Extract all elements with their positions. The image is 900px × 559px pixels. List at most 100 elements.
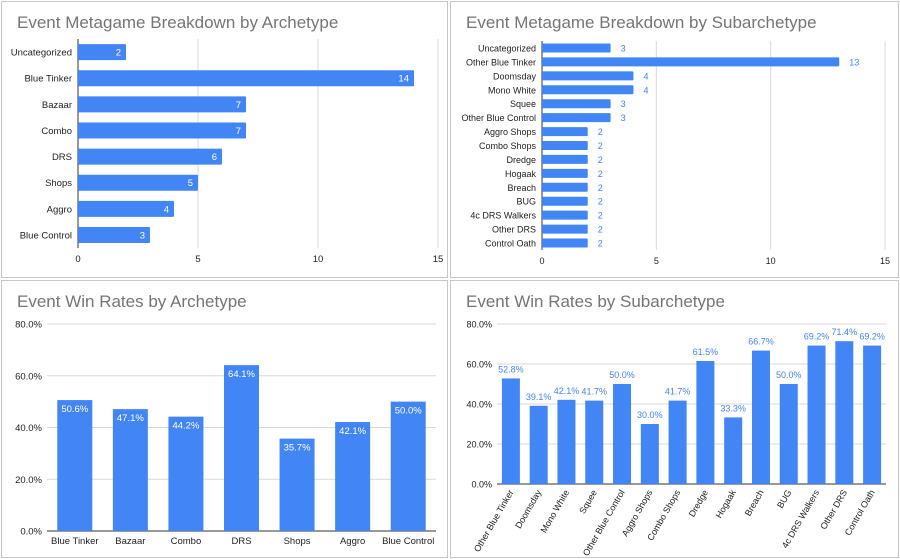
data-label: 7 <box>236 126 241 137</box>
data-label: 50.6% <box>61 404 88 415</box>
bar <box>542 71 634 81</box>
data-label: 2 <box>598 155 603 165</box>
category-label: Mono White <box>539 488 572 535</box>
bar <box>542 113 611 123</box>
x-tick-label: 15 <box>433 254 444 265</box>
x-tick-label: 5 <box>195 254 200 265</box>
bar <box>78 122 246 139</box>
category-label: Other DRS <box>492 225 536 235</box>
data-label: 52.8% <box>498 364 524 374</box>
chart-title: Event Win Rates by Archetype <box>17 292 247 311</box>
bar <box>557 399 576 484</box>
subarchetype-winrate-panel: Event Win Rates by Subarchetype 0.0% 20.0… <box>450 280 899 558</box>
archetype-winrate-panel: Event Win Rates by Archetype 0.0% 20.0% 40… <box>1 280 448 558</box>
category-label: Combo <box>171 536 202 547</box>
data-label: 2 <box>598 141 603 151</box>
category-label: Hogaak <box>714 488 738 520</box>
category-label: Bazaar <box>115 536 145 547</box>
category-label: Aggro <box>47 204 72 215</box>
data-label: 69.2% <box>804 332 830 342</box>
bar <box>696 361 715 484</box>
y-tick-label: 80.0% <box>466 320 492 330</box>
subarchetype-winrate-chart: 0.0% 20.0% 40.0% 60.0% 80.0% 52.8% Other Blue … <box>466 320 886 557</box>
bar <box>542 85 634 95</box>
bar <box>224 365 259 531</box>
data-label: 47.1% <box>117 413 144 424</box>
category-label: Mono White <box>488 85 536 95</box>
bar <box>724 417 743 484</box>
category-label: Bazaar <box>42 100 72 111</box>
bar <box>78 200 174 217</box>
data-label: 3 <box>621 113 626 123</box>
bar <box>542 168 588 178</box>
data-label: 33.3% <box>720 403 746 413</box>
bar <box>863 345 882 484</box>
category-label: Shops <box>45 178 72 189</box>
category-label: Breach <box>743 488 766 518</box>
chart-title: Event Metagame Breakdown by Archetype <box>17 13 339 32</box>
bar <box>542 99 611 109</box>
y-tick-label: 20.0% <box>15 475 42 486</box>
bar <box>501 378 520 484</box>
data-label: 30.0% <box>637 410 663 420</box>
bar <box>542 182 588 192</box>
x-tick-label: 10 <box>313 254 324 265</box>
data-label: 61.5% <box>693 347 719 357</box>
data-label: 4 <box>643 71 648 81</box>
data-label: 13 <box>849 57 859 67</box>
data-label: 14 <box>398 74 409 85</box>
data-label: 2 <box>116 48 121 59</box>
category-label: Combo <box>41 126 72 137</box>
data-label: 6 <box>212 152 217 163</box>
category-label: DRS <box>231 536 251 547</box>
category-label: Dredge <box>506 155 536 165</box>
category-label: Squee <box>510 99 536 109</box>
bar <box>279 438 315 531</box>
data-label: 3 <box>621 43 626 53</box>
bar <box>78 70 414 87</box>
data-label: 4 <box>164 204 169 215</box>
category-label: Uncategorized <box>11 48 72 59</box>
bar <box>112 409 148 531</box>
data-label: 50.0% <box>776 370 802 380</box>
data-label: 2 <box>598 169 603 179</box>
data-label: 42.1% <box>554 386 580 396</box>
bar <box>78 174 198 191</box>
y-tick-label: 0.0% <box>471 480 492 490</box>
data-label: 2 <box>598 197 603 207</box>
category-label: Aggro Shops <box>484 127 537 137</box>
category-label: Control Oath <box>843 488 877 537</box>
y-tick-label: 60.0% <box>15 371 42 382</box>
bar <box>78 96 246 113</box>
bar <box>542 57 840 67</box>
bar <box>542 127 588 137</box>
data-label: 7 <box>236 100 241 111</box>
bar <box>779 384 798 484</box>
category-label: Blue Tinker <box>51 536 99 547</box>
category-label: Hogaak <box>505 169 537 179</box>
category-label: Combo Shops <box>479 141 537 151</box>
bar <box>335 422 371 531</box>
category-label: DRS <box>52 152 72 163</box>
bar <box>78 44 126 61</box>
bar <box>585 400 604 484</box>
y-tick-label: 0.0% <box>20 527 42 538</box>
category-label: 4c DRS Walkers <box>470 211 536 221</box>
x-tick-label: 10 <box>766 256 776 266</box>
bar <box>751 350 770 484</box>
x-tick-label: 0 <box>539 256 544 266</box>
bar <box>542 141 588 150</box>
bar <box>807 345 826 484</box>
category-label: Doomsday <box>493 71 537 81</box>
data-label: 3 <box>140 230 145 241</box>
subarchetype-breakdown-chart: 0 5 10 15 Uncategorized 3 Other Blue Tinker 13 D… <box>461 41 890 266</box>
bar <box>168 416 204 531</box>
archetype-winrate-chart: 0.0% 20.0% 40.0% 60.0% 80.0% 50.6% Blue Tinker… <box>15 320 436 547</box>
category-label: BUG <box>516 197 536 207</box>
category-label: Shops <box>284 536 311 547</box>
bar <box>529 405 548 484</box>
data-label: 39.1% <box>526 392 552 402</box>
x-tick-label: 5 <box>654 256 659 266</box>
y-tick-label: 40.0% <box>15 423 42 434</box>
category-label: Dredge <box>687 488 710 519</box>
